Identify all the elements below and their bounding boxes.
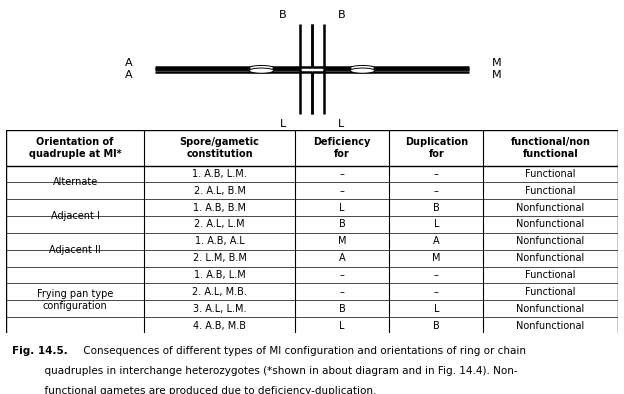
Text: Orientation of
quadruple at MI*: Orientation of quadruple at MI* bbox=[29, 137, 122, 158]
Text: Alternate: Alternate bbox=[52, 177, 98, 188]
Text: Functional: Functional bbox=[525, 270, 576, 280]
Text: L: L bbox=[434, 219, 439, 229]
Text: Fig. 14.5.: Fig. 14.5. bbox=[12, 346, 68, 355]
Text: Functional: Functional bbox=[525, 186, 576, 196]
Text: –: – bbox=[340, 270, 344, 280]
Text: 2. A.L, B.M: 2. A.L, B.M bbox=[193, 186, 245, 196]
Text: B: B bbox=[279, 10, 286, 20]
Text: B: B bbox=[433, 321, 440, 331]
Text: Nonfunctional: Nonfunctional bbox=[517, 219, 585, 229]
Text: –: – bbox=[340, 186, 344, 196]
Text: –: – bbox=[340, 169, 344, 179]
Text: Adjacent I: Adjacent I bbox=[51, 211, 100, 221]
Text: 2. A.L, M.B.: 2. A.L, M.B. bbox=[192, 287, 247, 297]
Text: Frying pan type
configuration: Frying pan type configuration bbox=[37, 290, 114, 311]
Circle shape bbox=[249, 65, 274, 71]
Text: 3. A.L, L.M.: 3. A.L, L.M. bbox=[193, 304, 246, 314]
Circle shape bbox=[249, 68, 274, 73]
Text: Deficiency
for: Deficiency for bbox=[313, 137, 371, 158]
Text: L: L bbox=[280, 119, 286, 129]
Text: 1. A.B, L.M: 1. A.B, L.M bbox=[193, 270, 245, 280]
Text: 4. A.B, M.B: 4. A.B, M.B bbox=[193, 321, 246, 331]
Text: 2. A.L, L.M: 2. A.L, L.M bbox=[194, 219, 245, 229]
Text: Nonfunctional: Nonfunctional bbox=[517, 253, 585, 263]
Text: Consequences of different types of MI configuration and orientations of ring or : Consequences of different types of MI co… bbox=[80, 346, 526, 355]
Text: Duplication
for: Duplication for bbox=[405, 137, 468, 158]
Text: M: M bbox=[432, 253, 441, 263]
Text: A: A bbox=[125, 71, 132, 80]
Text: B: B bbox=[339, 304, 346, 314]
Text: Nonfunctional: Nonfunctional bbox=[517, 304, 585, 314]
Text: Nonfunctional: Nonfunctional bbox=[517, 321, 585, 331]
Text: M: M bbox=[338, 236, 346, 246]
Text: –: – bbox=[434, 169, 439, 179]
Text: M: M bbox=[492, 71, 501, 80]
Text: A: A bbox=[125, 58, 132, 68]
Text: L: L bbox=[338, 119, 344, 129]
Text: Nonfunctional: Nonfunctional bbox=[517, 236, 585, 246]
Text: Functional: Functional bbox=[525, 169, 576, 179]
Text: L: L bbox=[339, 203, 345, 213]
Text: B: B bbox=[339, 219, 346, 229]
Text: A: A bbox=[339, 253, 346, 263]
Text: L: L bbox=[339, 321, 345, 331]
Text: –: – bbox=[340, 287, 344, 297]
Text: M: M bbox=[492, 58, 501, 68]
Text: –: – bbox=[434, 270, 439, 280]
Text: –: – bbox=[434, 186, 439, 196]
Text: Functional: Functional bbox=[525, 287, 576, 297]
Circle shape bbox=[350, 68, 375, 73]
Text: quadruples in interchange heterozygotes (*shown in about diagram and in Fig. 14.: quadruples in interchange heterozygotes … bbox=[12, 366, 518, 375]
Text: B: B bbox=[338, 10, 345, 20]
Text: B: B bbox=[433, 203, 440, 213]
Text: functional/non
functional: functional/non functional bbox=[510, 137, 590, 158]
Text: Adjacent II: Adjacent II bbox=[49, 245, 101, 255]
Text: –: – bbox=[434, 287, 439, 297]
Text: functional gametes are produced due to deficiency-duplication.: functional gametes are produced due to d… bbox=[12, 386, 377, 394]
Text: Spore/gametic
constitution: Spore/gametic constitution bbox=[180, 137, 260, 158]
Text: Nonfunctional: Nonfunctional bbox=[517, 203, 585, 213]
Text: L: L bbox=[434, 304, 439, 314]
Text: A: A bbox=[433, 236, 440, 246]
Text: 1. A.B, B.M: 1. A.B, B.M bbox=[193, 203, 246, 213]
Text: 1. A.B, L.M.: 1. A.B, L.M. bbox=[192, 169, 247, 179]
Text: 2. L.M, B.M: 2. L.M, B.M bbox=[193, 253, 246, 263]
Text: 1. A.B, A.L: 1. A.B, A.L bbox=[195, 236, 245, 246]
Circle shape bbox=[350, 65, 375, 71]
